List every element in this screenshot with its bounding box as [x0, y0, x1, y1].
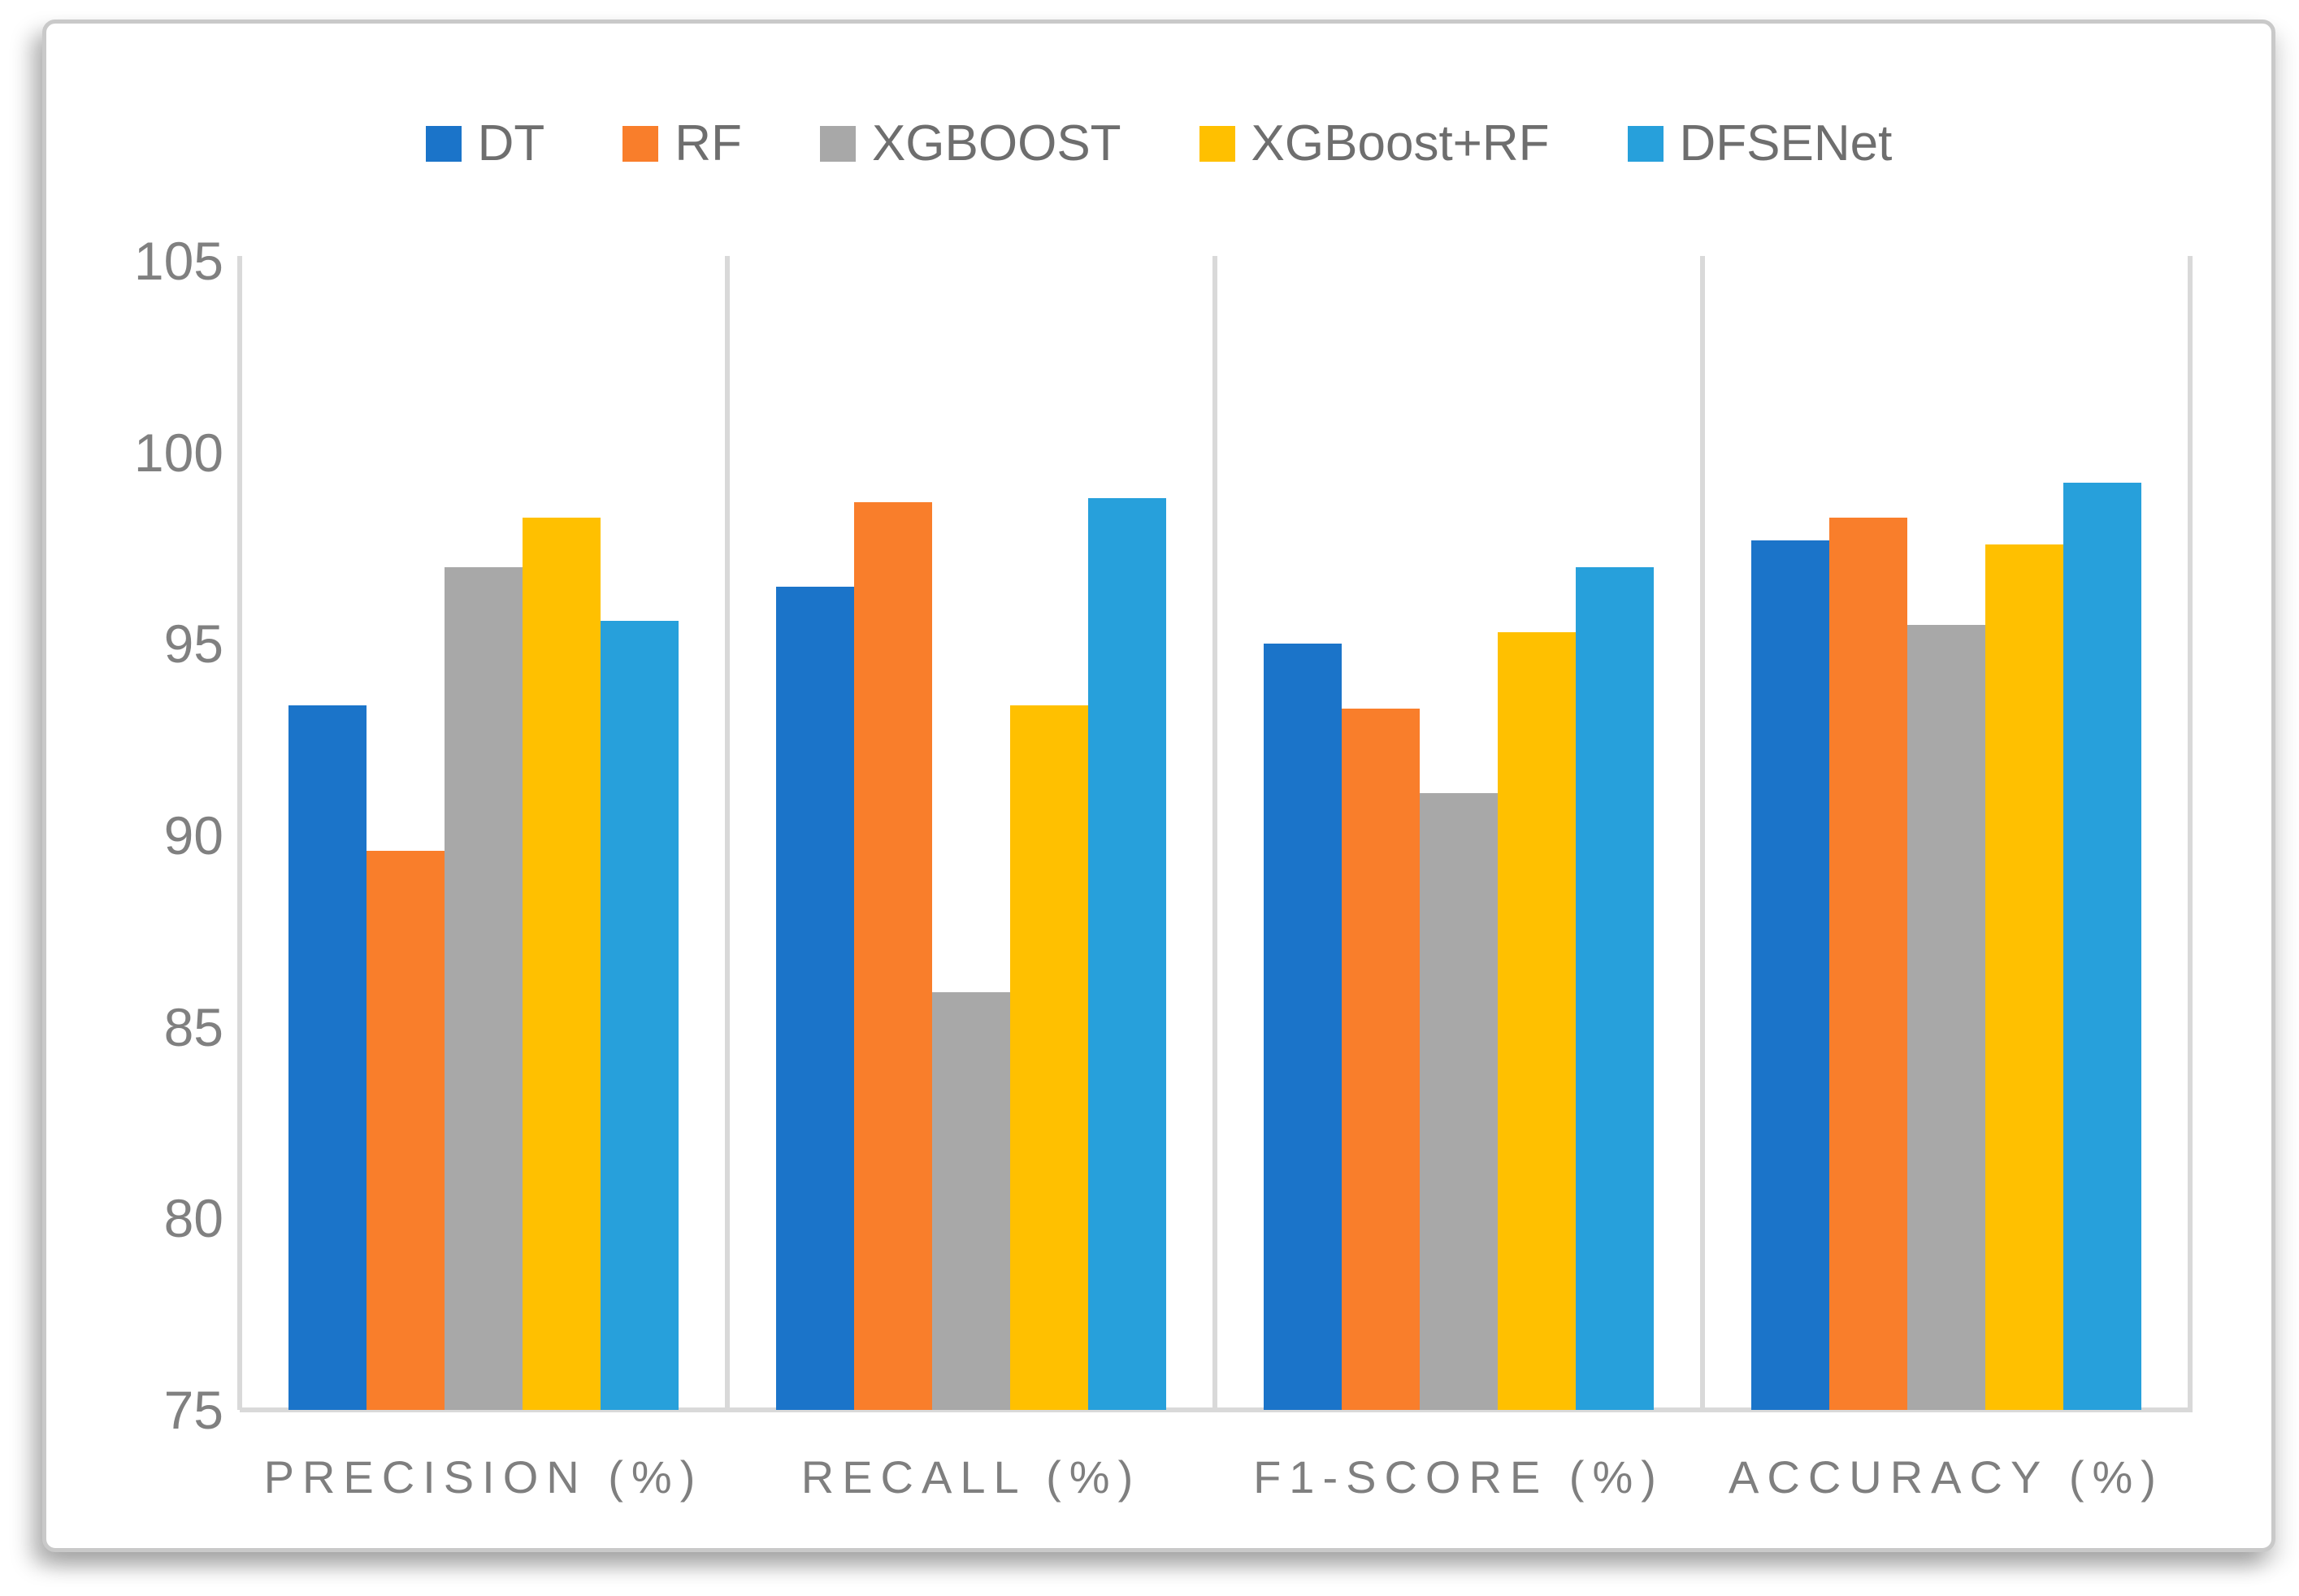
bar-xgboost-precision-: [445, 567, 523, 1410]
y-axis-tick-label: 85: [163, 996, 223, 1057]
legend-label: XGBoost+RF: [1251, 115, 1550, 171]
bar-dfsenet-accuracy-: [2063, 483, 2141, 1410]
bar-dfsenet-f1-score-: [1576, 567, 1654, 1410]
x-axis-category-label: F1-SCORE (%): [1253, 1451, 1664, 1503]
bar-xgboost-rf-f1-score-: [1498, 632, 1576, 1410]
legend-item-xgboost: XGBOOST: [819, 115, 1121, 172]
category-separator-line: [1212, 256, 1217, 1410]
y-axis-tick-label: 95: [163, 614, 223, 674]
x-axis-category-label: ACCURACY (%): [1729, 1451, 2164, 1503]
bar-xgboost-accuracy-: [1907, 624, 1985, 1410]
legend-item-xgboost-rf: XGBoost+RF: [1199, 115, 1550, 172]
bar-rf-accuracy-: [1829, 517, 1907, 1410]
legend-swatch-icon: [1199, 125, 1235, 162]
legend-swatch-icon: [622, 125, 659, 162]
bar-xgboost-rf-recall-: [1010, 705, 1088, 1410]
x-axis-line: [240, 1407, 2193, 1412]
bar-xgboost-recall-: [932, 992, 1010, 1410]
y-axis-line: [237, 256, 242, 1410]
x-axis-category-label: RECALL (%): [800, 1451, 1142, 1503]
legend-item-rf: RF: [622, 115, 742, 172]
legend-label: XGBOOST: [871, 115, 1121, 171]
legend-label: RF: [675, 115, 742, 171]
legend-item-dt: DT: [425, 115, 545, 172]
legend-swatch-icon: [425, 125, 462, 162]
x-axis-category-label: PRECISION (%): [263, 1451, 704, 1503]
bar-dfsenet-recall-: [1088, 498, 1166, 1410]
chart-card: DT RF XGBOOST XGBoost+RF DFSENet 105 100 95 90 8…: [42, 20, 2275, 1552]
chart-legend: DT RF XGBOOST XGBoost+RF DFSENet: [46, 115, 2271, 172]
bar-rf-precision-: [367, 850, 445, 1410]
legend-swatch-icon: [1627, 125, 1664, 162]
bar-xgboost-f1-score-: [1420, 793, 1498, 1410]
category-separator-line: [2188, 256, 2193, 1410]
bar-dt-f1-score-: [1264, 644, 1342, 1410]
legend-swatch-icon: [819, 125, 856, 162]
y-axis-tick-label: 90: [163, 805, 223, 865]
legend-label: DT: [477, 115, 545, 171]
bar-rf-recall-: [854, 501, 932, 1410]
legend-label: DFSENet: [1679, 115, 1893, 171]
category-separator-line: [725, 256, 730, 1410]
bar-dt-accuracy-: [1751, 540, 1829, 1410]
category-separator-line: [1700, 256, 1705, 1410]
bar-dt-precision-: [288, 705, 367, 1410]
bar-dfsenet-precision-: [601, 621, 679, 1410]
bar-xgboost-rf-accuracy-: [1985, 544, 2063, 1410]
bar-xgboost-rf-precision-: [523, 517, 601, 1410]
legend-item-dfsenet: DFSENet: [1627, 115, 1893, 172]
bar-dt-recall-: [776, 586, 854, 1410]
bar-rf-f1-score-: [1342, 709, 1420, 1410]
y-axis-tick-label: 100: [133, 422, 223, 483]
y-axis-tick-label: 105: [133, 231, 223, 291]
y-axis-tick-label: 75: [163, 1380, 223, 1440]
y-axis-tick-label: 80: [163, 1188, 223, 1249]
